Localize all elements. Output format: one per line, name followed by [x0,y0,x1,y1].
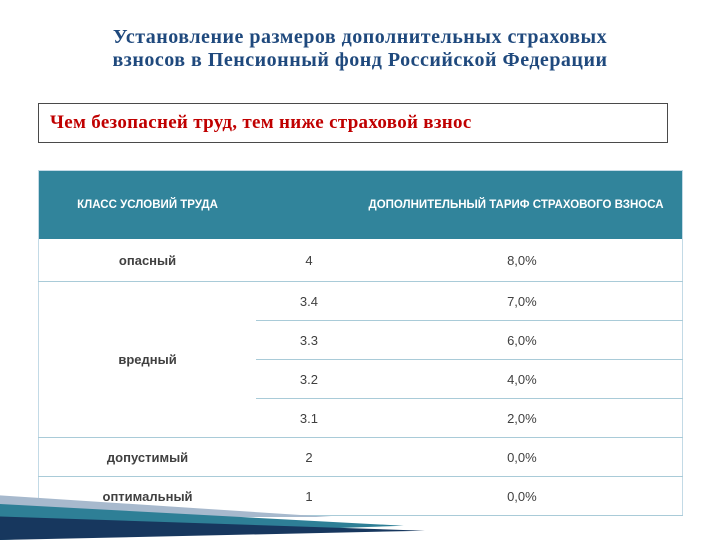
header-additional-tariff: ДОПОЛНИТЕЛЬНЫЙ ТАРИФ СТРАХОВОГО ВЗНОСА [256,170,683,239]
tariff-table-container: КЛАСС УСЛОВИЙ ТРУДА ДОПОЛНИТЕЛЬНЫЙ ТАРИФ… [38,170,683,516]
cell-tariff: 2,0% [361,398,683,438]
table-row: 3.2 4,0% [39,359,683,399]
table-row: допустимый 2 0,0% [38,437,683,477]
slide-title: Установление размеров дополнительных стр… [0,26,720,72]
cell-class-value: 1 [256,476,362,516]
cell-class-value: 3.1 [256,398,362,438]
table-header-row: КЛАСС УСЛОВИЙ ТРУДА ДОПОЛНИТЕЛЬНЫЙ ТАРИФ… [38,170,683,239]
table-row: вредный 3.4 7,0% [38,281,683,438]
table-row: 3.3 6,0% [39,320,683,360]
table-row: опасный 4 8,0% [38,239,683,282]
table-row: 3.1 2,0% [39,398,683,438]
cell-label-dopustimy: допустимый [38,437,257,477]
highlight-box: Чем безопасней труд, тем ниже страховой … [38,103,668,143]
highlight-text: Чем безопасней труд, тем ниже страховой … [50,112,472,133]
cell-tariff: 7,0% [361,281,683,321]
cell-class-value: 3.2 [256,359,362,399]
header-class-conditions: КЛАСС УСЛОВИЙ ТРУДА [38,170,257,239]
slide-title-line-2: взносов в Пенсионный фонд Российской Фед… [112,49,608,71]
cell-label-opasny: опасный [38,239,257,282]
tariff-table: КЛАСС УСЛОВИЙ ТРУДА ДОПОЛНИТЕЛЬНЫЙ ТАРИФ… [38,170,683,516]
cell-label-vredny: вредный [38,281,257,438]
cell-tariff: 8,0% [361,239,683,282]
cell-tariff: 6,0% [361,320,683,360]
cell-label-optimalny: оптимальный [38,476,257,516]
cell-class-value: 4 [256,239,362,282]
cell-class-value: 2 [256,437,362,477]
slide-title-line-1: Установление размеров дополнительных стр… [112,26,608,48]
cell-tariff: 0,0% [361,437,683,477]
table-row: оптимальный 1 0,0% [38,476,683,516]
cell-tariff: 4,0% [361,359,683,399]
cell-tariff: 0,0% [361,476,683,516]
cell-class-value: 3.3 [256,320,362,360]
cell-class-value: 3.4 [256,281,362,321]
